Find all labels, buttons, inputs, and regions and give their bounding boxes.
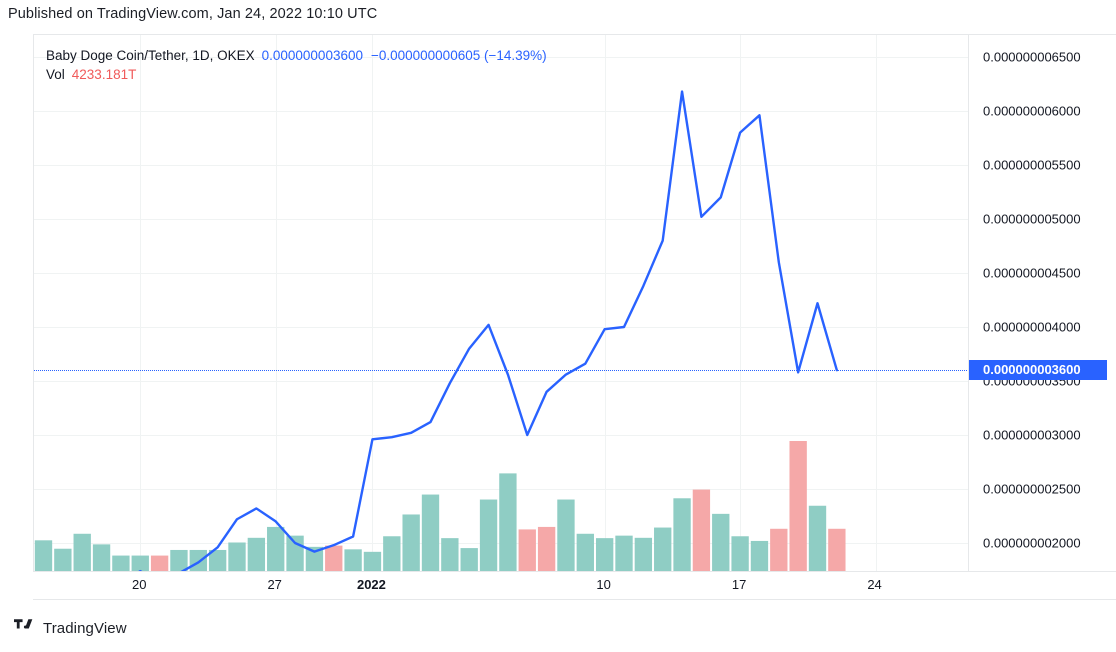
volume-bar (54, 548, 72, 571)
volume-bar (828, 528, 846, 571)
volume-bar (267, 526, 285, 571)
legend-change: −0.000000000605 (−14.39%) (370, 48, 547, 63)
time-scale[interactable]: 20 27 2022 10 17 24 (33, 572, 1116, 600)
price-line-series (138, 90, 839, 571)
vertical-gridline (140, 35, 141, 571)
volume-bar (305, 546, 324, 571)
volume-bar (634, 537, 653, 571)
legend-main-row: Baby Doge Coin/Tether, 1D, OKEX 0.0000000… (46, 46, 547, 65)
price-scale-tick: 0.000000006500 (983, 49, 1081, 65)
legend-volume-value: 4233.181T (71, 67, 137, 82)
volume-bar (789, 441, 807, 571)
volume-bar (654, 527, 672, 571)
horizontal-gridline (34, 273, 968, 274)
volume-bar (344, 549, 362, 571)
volume-bar (750, 540, 769, 571)
vertical-gridline (276, 35, 277, 571)
legend-volume-row: Vol 4233.181T (46, 65, 547, 84)
volume-bar (731, 536, 749, 571)
volume-bar (170, 549, 188, 571)
volume-bar (479, 499, 498, 571)
time-scale-tick: 17 (731, 577, 747, 592)
volume-bar (421, 494, 440, 571)
volume-bar (112, 555, 130, 571)
horizontal-gridline (34, 165, 968, 166)
chart-plot-area[interactable]: Baby Doge Coin/Tether, 1D, OKEX 0.0000000… (33, 34, 968, 572)
volume-bar (383, 536, 401, 571)
volume-bar (673, 498, 691, 571)
volume-bar (518, 529, 536, 571)
horizontal-gridline (34, 381, 968, 382)
horizontal-gridline (34, 57, 968, 58)
tradingview-brand-label: TradingView (43, 620, 127, 637)
volume-bar (150, 555, 169, 571)
horizontal-gridline (34, 327, 968, 328)
tradingview-logo-icon (14, 619, 36, 638)
volume-bar (363, 551, 382, 571)
horizontal-gridline (34, 435, 968, 436)
price-scale-tick: 0.000000002000 (983, 535, 1081, 551)
footer: TradingView (14, 619, 127, 638)
vertical-gridline (605, 35, 606, 571)
volume-bar (557, 499, 575, 571)
time-scale-tick: 10 (596, 577, 611, 592)
time-scale-tick: 24 (867, 577, 882, 592)
volume-bar (441, 538, 459, 571)
price-scale-tick: 0.000000003000 (983, 427, 1081, 443)
volume-bar (615, 535, 633, 571)
price-scale-tick: 0.000000005000 (983, 211, 1081, 227)
price-scale[interactable]: 0.000000003600 0.000000006500 0.000000006… (968, 34, 1116, 572)
horizontal-gridline (34, 219, 968, 220)
volume-bar (208, 549, 227, 571)
volume-bar (34, 540, 53, 571)
price-scale-tick: 0.000000006000 (983, 103, 1081, 119)
vertical-gridline (740, 35, 741, 571)
time-scale-tick: 2022 (356, 577, 386, 592)
volume-bars (34, 441, 846, 571)
volume-bar (247, 537, 266, 571)
volume-bar (460, 548, 478, 571)
vertical-gridline (876, 35, 877, 571)
volume-bar (576, 533, 594, 571)
chart-legend: Baby Doge Coin/Tether, 1D, OKEX 0.0000000… (46, 46, 547, 84)
price-polyline (138, 90, 839, 571)
volume-bar (712, 513, 730, 571)
volume-bar (770, 528, 788, 571)
price-scale-tick: 0.000000002500 (983, 481, 1081, 497)
price-scale-tick: 0.000000005500 (983, 157, 1081, 173)
legend-volume-label: Vol (46, 67, 65, 82)
published-caption: Published on TradingView.com, Jan 24, 20… (8, 6, 378, 22)
horizontal-gridline (34, 111, 968, 112)
volume-bar (131, 555, 149, 571)
time-scale-tick: 27 (267, 577, 282, 592)
volume-bar (402, 514, 420, 571)
volume-bar (692, 489, 711, 571)
legend-last-price: 0.000000003600 (261, 48, 363, 63)
current-price-badge: 0.000000003600 (969, 360, 1107, 381)
volume-bar (808, 505, 827, 571)
volume-bar (537, 526, 556, 571)
volume-bar (228, 542, 246, 571)
time-scale-tick: 20 (132, 577, 147, 592)
volume-bar (73, 533, 91, 571)
volume-bar (595, 538, 614, 571)
volume-bar (92, 544, 111, 571)
price-scale-tick: 0.000000004500 (983, 265, 1081, 281)
plot-clip (34, 35, 968, 571)
price-scale-tick: 0.000000004000 (983, 319, 1081, 335)
volume-bar (325, 545, 343, 571)
vertical-gridline (372, 35, 373, 571)
current-price-dotted-line (34, 370, 968, 372)
volume-bar (499, 473, 517, 571)
legend-symbol[interactable]: Baby Doge Coin/Tether, 1D, OKEX (46, 48, 255, 63)
